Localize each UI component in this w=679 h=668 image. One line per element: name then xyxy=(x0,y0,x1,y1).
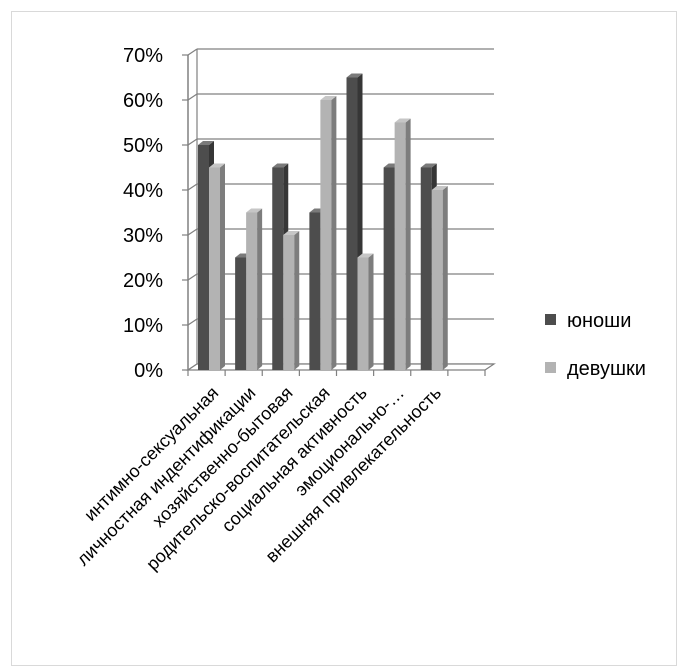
bar-top xyxy=(420,163,437,168)
bar-series2 xyxy=(209,163,225,370)
legend-label: юноши xyxy=(567,310,631,332)
bar-front xyxy=(235,257,247,370)
bar-side xyxy=(257,208,263,370)
bar-top xyxy=(357,253,374,258)
bar-series2 xyxy=(320,96,337,370)
bar-top xyxy=(283,231,300,235)
bar-top xyxy=(272,163,289,168)
bar-front xyxy=(246,212,258,370)
bar-front xyxy=(283,235,295,370)
y-tick-label: 60% xyxy=(123,90,163,112)
bar-top xyxy=(209,163,225,168)
bar-side xyxy=(442,186,448,370)
bar-front xyxy=(420,167,432,370)
bar-series2 xyxy=(283,231,300,370)
bar-front xyxy=(320,100,332,370)
gridline-side xyxy=(187,273,198,281)
y-tick-label: 50% xyxy=(123,135,163,157)
bar-side xyxy=(331,96,337,370)
legend-label: девушки xyxy=(567,358,646,380)
bar-series2 xyxy=(246,208,263,370)
bar-top xyxy=(431,186,448,190)
bar-front xyxy=(383,167,395,370)
bar-front xyxy=(272,167,284,370)
bar-front xyxy=(431,190,443,370)
bar-side xyxy=(405,118,411,370)
bar-top xyxy=(346,73,363,78)
gridline-side xyxy=(187,93,198,101)
chart-floor xyxy=(186,363,496,371)
gridline-side xyxy=(187,318,198,326)
bar-series2 xyxy=(394,118,411,370)
legend: юноши девушки xyxy=(545,310,646,380)
bars xyxy=(198,73,448,370)
bar-top xyxy=(320,96,337,100)
legend-item: девушки xyxy=(545,358,646,380)
bar-front xyxy=(394,122,406,370)
bar-front xyxy=(357,257,369,370)
bar-front xyxy=(346,77,358,370)
gridline-side xyxy=(187,228,198,236)
bar-series2 xyxy=(431,186,448,370)
y-tick-label: 30% xyxy=(123,225,163,247)
bar-side xyxy=(368,253,374,370)
gridline-side xyxy=(187,48,198,56)
y-tick-label: 70% xyxy=(123,45,163,67)
bar-front xyxy=(209,167,220,370)
gridlines xyxy=(187,48,494,371)
gridline-side xyxy=(187,138,198,146)
chart-walls xyxy=(186,49,496,371)
bar-series2 xyxy=(357,253,374,370)
bar-side xyxy=(220,163,225,370)
y-tick-label: 40% xyxy=(123,180,163,202)
bar-top xyxy=(198,141,214,145)
y-tick-label: 10% xyxy=(123,315,163,337)
bar-top xyxy=(394,118,411,123)
y-axis-tick-labels: 0% 10% 20% 30% 40% 50% 60% 70% xyxy=(123,45,188,382)
bar-front xyxy=(309,212,321,370)
chart-frame xyxy=(11,11,677,666)
legend-swatch xyxy=(545,314,556,325)
y-tick-label: 20% xyxy=(123,270,163,292)
legend-item: юноши xyxy=(545,310,631,332)
legend-swatch xyxy=(545,362,556,373)
y-tick-label: 0% xyxy=(134,360,163,382)
bar-top xyxy=(246,208,263,213)
gridline-side xyxy=(187,183,198,191)
bar-front xyxy=(198,145,209,370)
bar-side xyxy=(294,231,300,370)
